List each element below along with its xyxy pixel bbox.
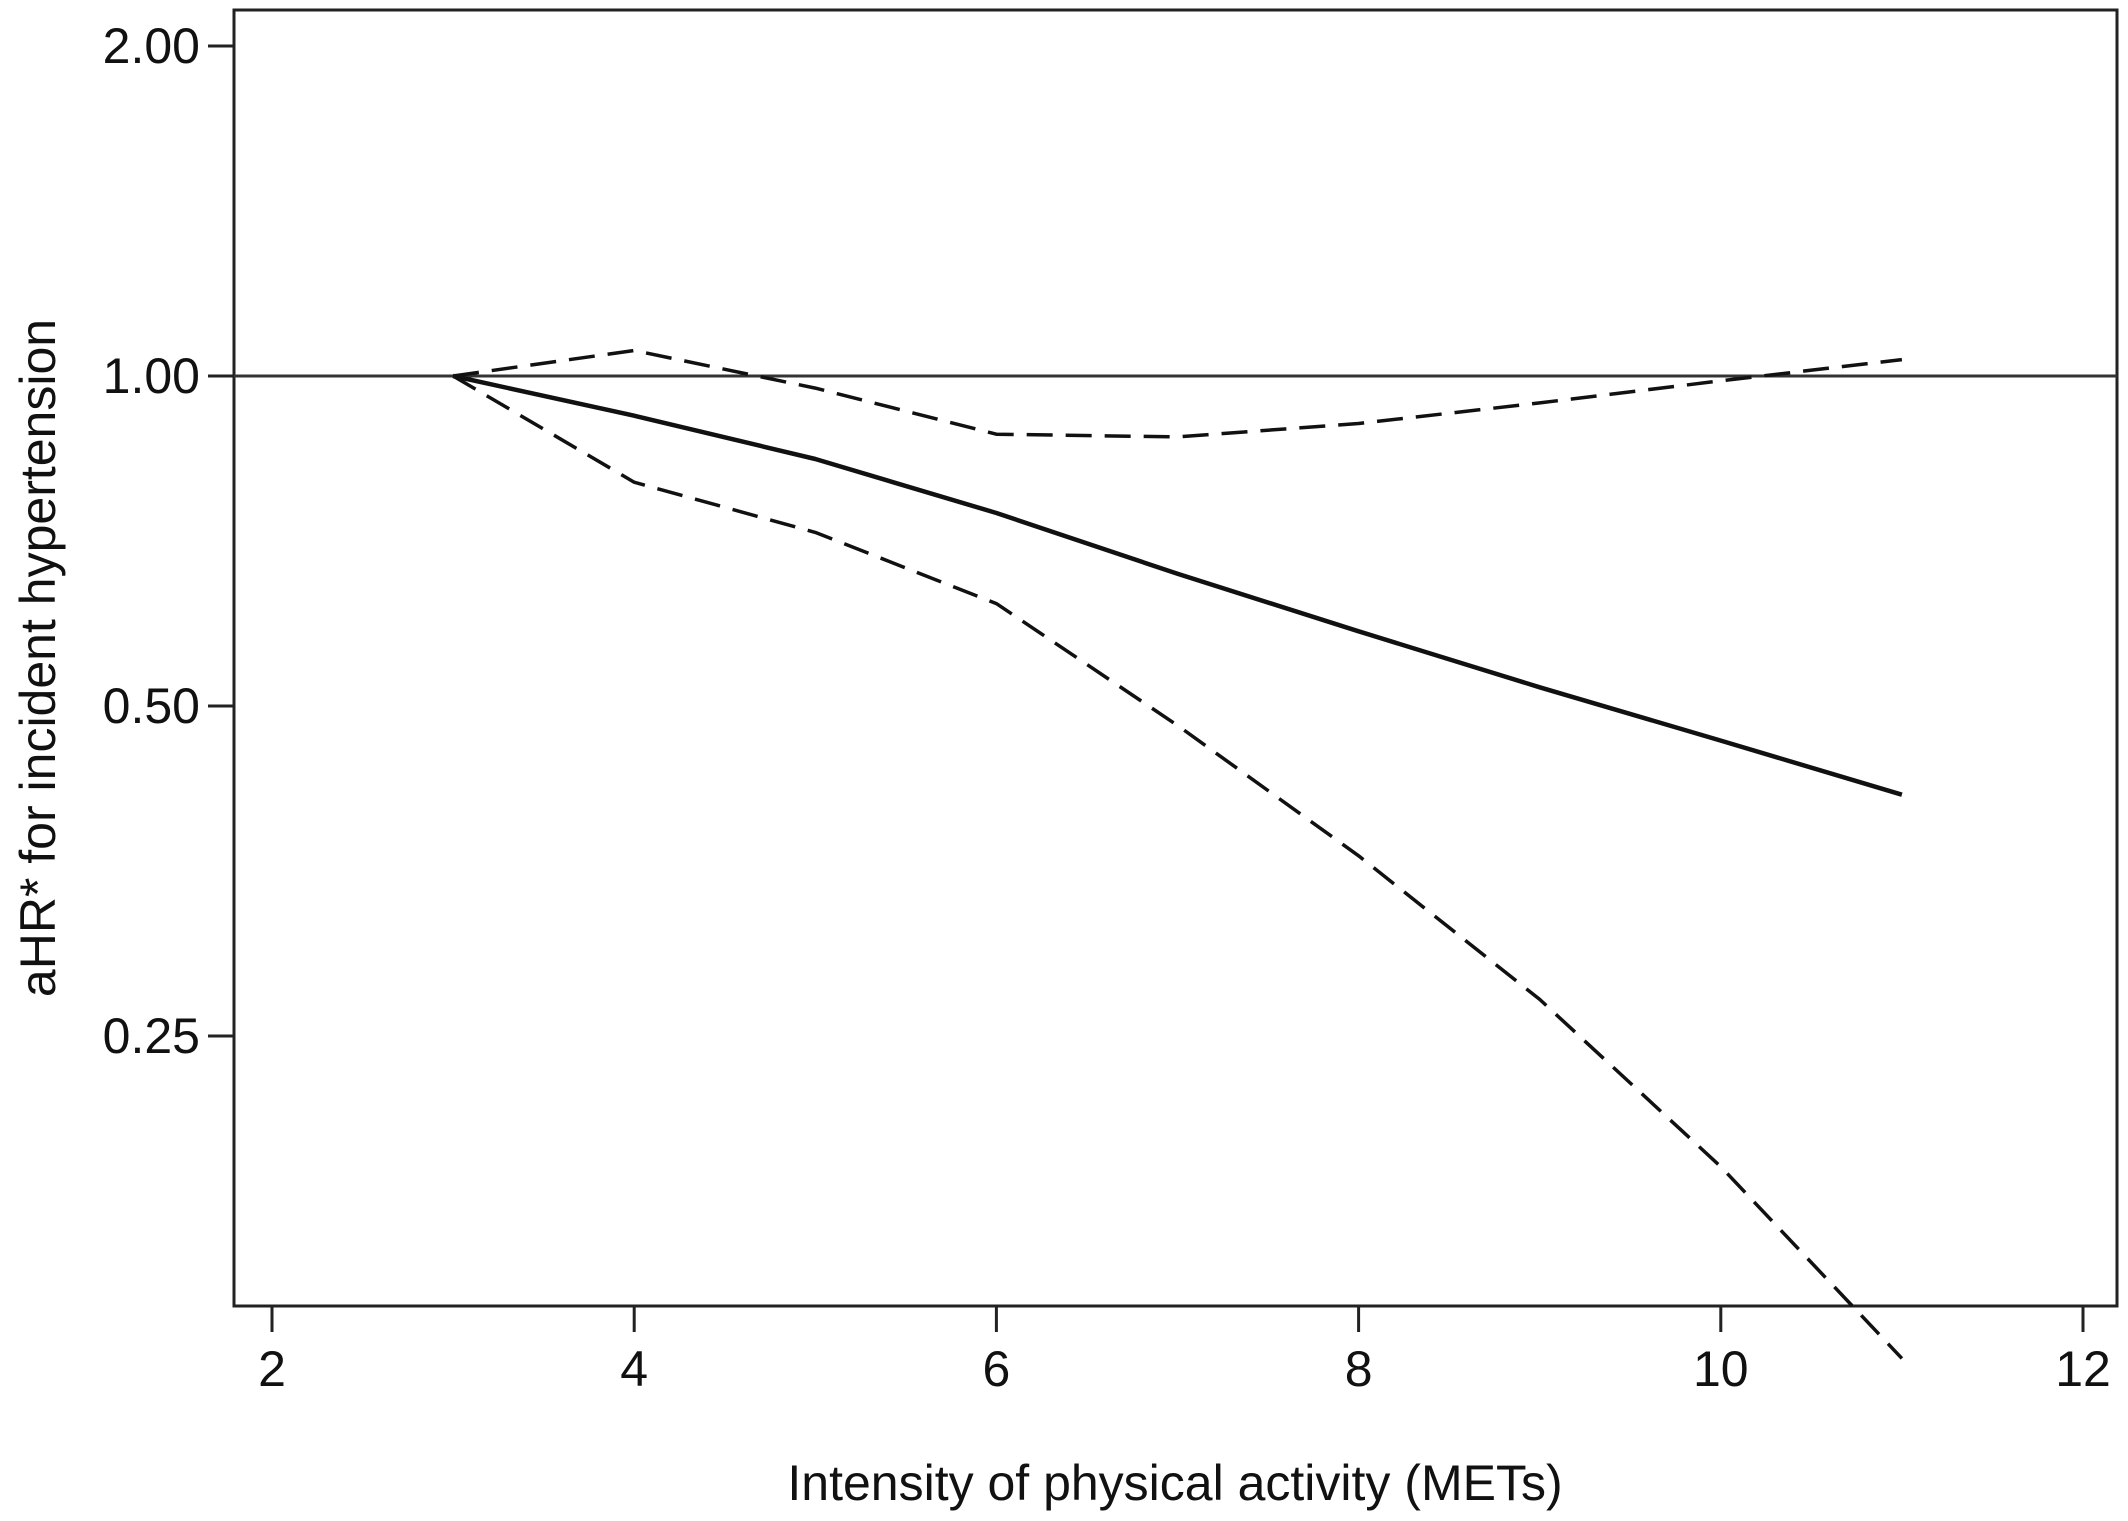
x-axis-title: Intensity of physical activity (METs) xyxy=(787,1455,1562,1511)
y-tick-label: 0.25 xyxy=(103,1008,200,1064)
ci-line-1 xyxy=(452,348,1903,439)
y-tick-label: 1.00 xyxy=(103,348,200,404)
y-axis-title: aHR* for incident hypertension xyxy=(10,319,66,997)
x-tick-label: 8 xyxy=(1345,1341,1373,1397)
y-tick-label: 0.50 xyxy=(103,678,200,734)
x-tick-label: 12 xyxy=(2055,1341,2111,1397)
plot-frame xyxy=(232,8,2119,1308)
x-tick-label: 6 xyxy=(982,1341,1010,1397)
y-tick-label: 2.00 xyxy=(103,18,200,74)
x-tick-label: 2 xyxy=(258,1341,286,1397)
x-tick-label: 4 xyxy=(620,1341,648,1397)
x-tick-label: 10 xyxy=(1693,1341,1749,1397)
ci-line-2 xyxy=(452,374,1904,1360)
estimate-line xyxy=(452,373,1903,797)
